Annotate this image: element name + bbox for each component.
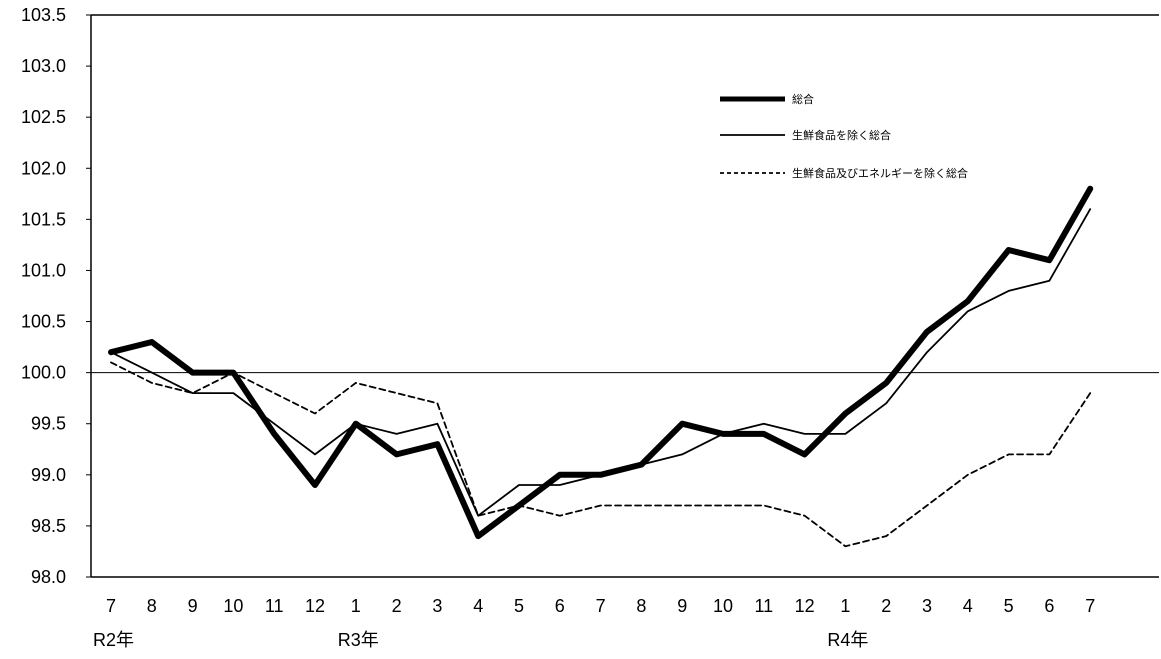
x-tick-label: 2 xyxy=(881,596,891,616)
x-tick-label: 7 xyxy=(106,596,116,616)
legend-label: 生鮮食品及びエネルギーを除く総合 xyxy=(792,166,968,180)
x-tick-label: 6 xyxy=(555,596,565,616)
series-line-thick xyxy=(108,185,1094,540)
year-label: R4年 xyxy=(827,630,868,650)
x-tick-label: 3 xyxy=(432,596,442,616)
series-line-thin xyxy=(110,208,1092,517)
x-tick-labels: 7 8 9 10 11 12 1 2 3 4 5 6 7 8 9 10 11 12 1 2 3 4 5 6 7 xyxy=(106,596,1095,616)
y-tick-labels: 98.0 98.5 99.0 99.5 100.0 100.5 101.0 101.5 102.… xyxy=(21,5,66,587)
year-label: R3年 xyxy=(338,630,379,650)
x-tick-label: 12 xyxy=(305,596,325,616)
x-tick-label: 3 xyxy=(922,596,932,616)
y-tick-label: 98.0 xyxy=(31,567,66,587)
x-tick-label: 9 xyxy=(677,596,687,616)
y-tick-label: 99.5 xyxy=(31,414,66,434)
x-tick-label: 2 xyxy=(392,596,402,616)
x-tick-label: 8 xyxy=(636,596,646,616)
x-tick-label: 1 xyxy=(351,596,361,616)
y-tick-label: 98.5 xyxy=(31,516,66,536)
x-tick-label: 4 xyxy=(473,596,483,616)
y-tick-label: 102.5 xyxy=(21,107,66,127)
x-tick-label: 9 xyxy=(188,596,198,616)
x-tick-label: 11 xyxy=(265,596,284,616)
y-tick-label: 100.0 xyxy=(21,363,66,383)
y-tick-label: 99.0 xyxy=(31,465,66,485)
legend-label: 生鮮食品を除く総合 xyxy=(792,128,891,142)
x-tick-label: 7 xyxy=(1085,596,1095,616)
axes-layer xyxy=(86,14,1159,578)
series-line-dashed xyxy=(110,361,1092,548)
series-layer xyxy=(108,185,1094,548)
x-tick-label: 10 xyxy=(713,596,733,616)
x-tick-label: 6 xyxy=(1044,596,1054,616)
x-tick-label: 7 xyxy=(596,596,606,616)
x-tick-label: 8 xyxy=(147,596,157,616)
x-tick-label: 5 xyxy=(1004,596,1014,616)
y-tick-label: 103.0 xyxy=(21,56,66,76)
year-labels: R2年 R3年 R4年 xyxy=(93,630,868,650)
x-tick-label: 1 xyxy=(840,596,850,616)
x-tick-label: 11 xyxy=(754,596,773,616)
x-tick-label: 12 xyxy=(795,596,815,616)
y-tick-label: 100.5 xyxy=(21,312,66,332)
y-tick-label: 103.5 xyxy=(21,5,66,25)
y-tick-label: 101.0 xyxy=(21,260,66,280)
year-label: R2年 xyxy=(93,630,134,650)
y-tick-label: 102.0 xyxy=(21,158,66,178)
x-tick-label: 5 xyxy=(514,596,524,616)
y-tick-label: 101.5 xyxy=(21,209,66,229)
x-tick-label: 10 xyxy=(223,596,243,616)
legend-label: 総合 xyxy=(792,92,814,106)
x-tick-label: 4 xyxy=(963,596,973,616)
